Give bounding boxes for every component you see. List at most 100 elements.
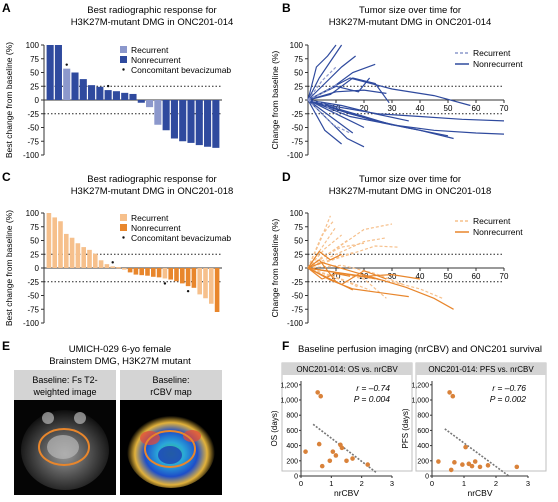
- data-point: [365, 462, 371, 467]
- y-tick-label: -100: [287, 151, 304, 160]
- y-tick-label: 50: [294, 237, 303, 246]
- mri-brainstem: [47, 435, 79, 459]
- data-point: [327, 458, 333, 464]
- legend-label: Concomitant bevacizumab: [131, 233, 231, 243]
- y-tick-label: -25: [291, 278, 303, 287]
- x-tick-label: 60: [472, 104, 481, 113]
- mri-label-line1: Baseline: Fs T2-: [32, 375, 97, 385]
- y-tick-label: 75: [30, 223, 39, 232]
- bar: [54, 45, 62, 100]
- series-line: [307, 99, 505, 122]
- y-tick-label: 200: [417, 458, 429, 465]
- y-tick-label: -75: [291, 305, 303, 314]
- bar: [139, 268, 144, 276]
- title-b-line1: Tumor size over time for: [359, 5, 461, 16]
- y-tick-label: 800: [286, 413, 298, 420]
- bar: [116, 267, 121, 269]
- x-axis-label: nrCBV: [334, 488, 359, 498]
- data-point: [339, 445, 345, 451]
- x-axis-label: nrCBV: [467, 488, 492, 498]
- bar: [46, 213, 52, 268]
- y-tick-label: 1,200: [411, 382, 429, 389]
- scatter-header: [416, 363, 546, 375]
- series-line: [307, 99, 342, 145]
- title-d-line2: H3K27M-mutant DMG in ONC201-018: [329, 186, 492, 197]
- x-tick-label: 20: [360, 104, 369, 113]
- bar: [63, 68, 71, 100]
- bevacizumab-marker: [106, 84, 110, 88]
- legend-label: Recurrent: [131, 45, 169, 55]
- scatter-frame: [415, 362, 547, 472]
- bar: [168, 268, 173, 280]
- series-line: [307, 99, 393, 126]
- series-line: [307, 223, 393, 269]
- series-line: [307, 66, 337, 101]
- x-tick-label: 50: [444, 104, 453, 113]
- bar: [174, 268, 179, 282]
- data-point: [463, 444, 468, 450]
- data-point: [436, 459, 441, 464]
- series-line: [307, 44, 337, 101]
- y-tick-label: 0: [299, 96, 304, 105]
- series-line: [307, 267, 409, 298]
- legend-dot: [122, 236, 125, 239]
- bar: [46, 45, 54, 100]
- x-tick-label: 50: [444, 272, 453, 281]
- data-point: [330, 449, 336, 454]
- bar: [64, 233, 69, 268]
- y-tick-label: 100: [26, 209, 40, 218]
- y-tick-label: -25: [27, 278, 39, 287]
- chart-f-pfs-scatter: ONC201-014: PFS vs. nrCBV 0 200 400 600 800 1,…: [401, 362, 547, 498]
- data-point: [466, 461, 472, 467]
- x-tick-label: 0: [430, 479, 434, 488]
- stat-r: r = –0.76: [492, 383, 526, 393]
- series-line: [307, 242, 365, 269]
- legend-label: Nonrecurrent: [473, 59, 523, 69]
- legend-dot: [122, 68, 125, 71]
- bar: [81, 247, 86, 268]
- y-tick-label: -50: [27, 124, 39, 133]
- series-line: [307, 237, 387, 269]
- series-line: [307, 220, 334, 269]
- bar: [71, 72, 79, 100]
- data-point: [318, 393, 324, 399]
- x-tick-label: 1: [462, 479, 466, 488]
- chart-a-waterfall: 100 75 50 25 0 -25 -50 -75 -100 Best change from …: [4, 41, 231, 160]
- x-tick-label: 2: [360, 479, 364, 488]
- series-line: [307, 261, 379, 280]
- bar: [146, 100, 154, 108]
- y-tick-label: 200: [286, 458, 298, 465]
- title-d-line1: Tumor size over time for: [359, 174, 461, 185]
- x-tick-label: 3: [390, 479, 394, 488]
- mri-eye-left: [42, 412, 54, 424]
- y-tick-label: -75: [291, 137, 303, 146]
- y-tick-label: -75: [27, 137, 39, 146]
- series-line: [307, 267, 443, 299]
- y-tick-label: -50: [291, 292, 303, 301]
- bar: [212, 100, 220, 148]
- data-point: [448, 467, 454, 473]
- x-tick-label: 0: [299, 479, 303, 488]
- data-point: [514, 464, 520, 470]
- y-tick-label: 400: [286, 443, 298, 450]
- data-point: [350, 456, 355, 461]
- panel-e: UMICH-029 6-yo female Brainstem DMG, H3K…: [14, 344, 222, 495]
- panel-letter-f: F: [282, 339, 289, 353]
- bar: [162, 268, 168, 279]
- series-line: [307, 44, 343, 101]
- y-tick-label: 100: [290, 41, 304, 50]
- bar: [187, 100, 195, 143]
- y-tick-label: 1,000: [411, 398, 429, 405]
- legend-label: Recurrent: [473, 48, 511, 58]
- y-tick-label: -50: [291, 124, 303, 133]
- x-tick-label: 40: [416, 104, 425, 113]
- y-axis-label: Change from baseline (%): [270, 50, 280, 149]
- trend-line: [444, 428, 510, 477]
- series-line: [307, 89, 387, 101]
- bar: [204, 100, 212, 147]
- bar: [203, 268, 208, 299]
- bar: [104, 90, 112, 100]
- stat-r: r = –0.74: [356, 383, 390, 393]
- data-point: [450, 393, 456, 399]
- data-point: [485, 463, 491, 468]
